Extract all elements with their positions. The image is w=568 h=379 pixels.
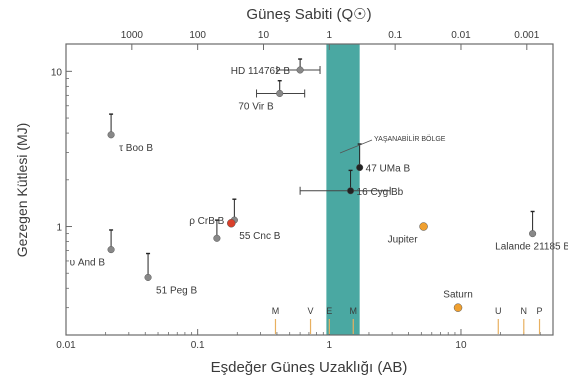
habitable-zone-pointer (339, 139, 373, 154)
planets-layer: HD 114762 B 70 Vir B τ Boo B 47 UMa B 16 Cyg… (70, 58, 568, 312)
55-cnc-b-point (227, 218, 236, 228)
jupiter-point (419, 222, 428, 231)
x-tick-label: 10 (455, 340, 467, 351)
47-uma-b-label: 47 UMa B (366, 164, 411, 175)
habitable-zone-label: YAŞANABİLİR BÖLGE (374, 134, 446, 143)
axis-ticks-layer: 0.01 0.1 1 10 1 10 1000 100 10 1 0.1 0.01 0.001 (51, 30, 554, 351)
55-cnc-b-secondary-point (213, 234, 221, 242)
top-tick-label: 0.001 (514, 30, 539, 41)
lalande-21185-b-label: Lalande 21185 B (495, 242, 568, 253)
top-tick-label: 100 (189, 30, 206, 41)
solar-planet-label: N (521, 306, 528, 316)
jupiter-label: Jupiter (388, 235, 419, 246)
solar-planet-label: P (537, 306, 543, 316)
top-tick-label: 10 (258, 30, 270, 41)
solar-planet-label: V (308, 306, 314, 316)
hd-114762-b-label: HD 114762 B (231, 66, 291, 77)
x-tick-label: 1 (327, 340, 333, 351)
solar-planet-label: M (350, 306, 358, 316)
habitable-zone-layer (326, 44, 360, 335)
saturn-point (453, 303, 463, 312)
habitable-zone-band (326, 44, 360, 335)
lalande-21185-b-point (529, 230, 537, 238)
x-axis-label: Eşdeğer Güneş Uzaklığı (AB) (211, 359, 408, 376)
and-b-label: υ And B (70, 258, 106, 269)
top-tick-label: 1000 (121, 30, 144, 41)
boo-b-label: τ Boo B (119, 143, 153, 154)
y-tick-label: 1 (56, 223, 62, 234)
solar-planet-label: E (326, 306, 332, 316)
hd-114762-b-point (296, 66, 304, 74)
boo-b-point (107, 131, 115, 139)
55-cnc-b-label: 55 Cnc B (239, 231, 280, 242)
47-uma-b-point (356, 163, 364, 172)
plot-frame (65, 43, 554, 336)
51-peg-b-label: 51 Peg B (156, 285, 197, 296)
top-tick-label: 0.1 (388, 30, 402, 41)
51-peg-b-point (144, 273, 152, 281)
and-b-point (107, 246, 115, 254)
saturn-label: Saturn (443, 290, 472, 301)
16-cyg-bb-label: 16 Cyg Bb (357, 187, 404, 198)
x-tick-label: 0.1 (191, 340, 205, 351)
top-tick-label: 0.01 (451, 30, 471, 41)
crb-b-label: ρ CrB B (189, 216, 224, 227)
70-vir-b-label: 70 Vir B (238, 101, 274, 112)
chart-title: Güneş Sabiti (Q☉) (246, 6, 371, 23)
16-cyg-bb-point (347, 187, 355, 195)
top-tick-label: 1 (327, 30, 333, 41)
x-tick-label: 0.01 (56, 340, 76, 351)
70-vir-b-point (276, 89, 284, 98)
solar-planet-label: U (495, 306, 502, 316)
solar-planet-label: M (272, 306, 280, 316)
y-tick-label: 10 (51, 67, 63, 78)
y-axis-label: Gezegen Kütlesi (MJ) (14, 123, 30, 258)
